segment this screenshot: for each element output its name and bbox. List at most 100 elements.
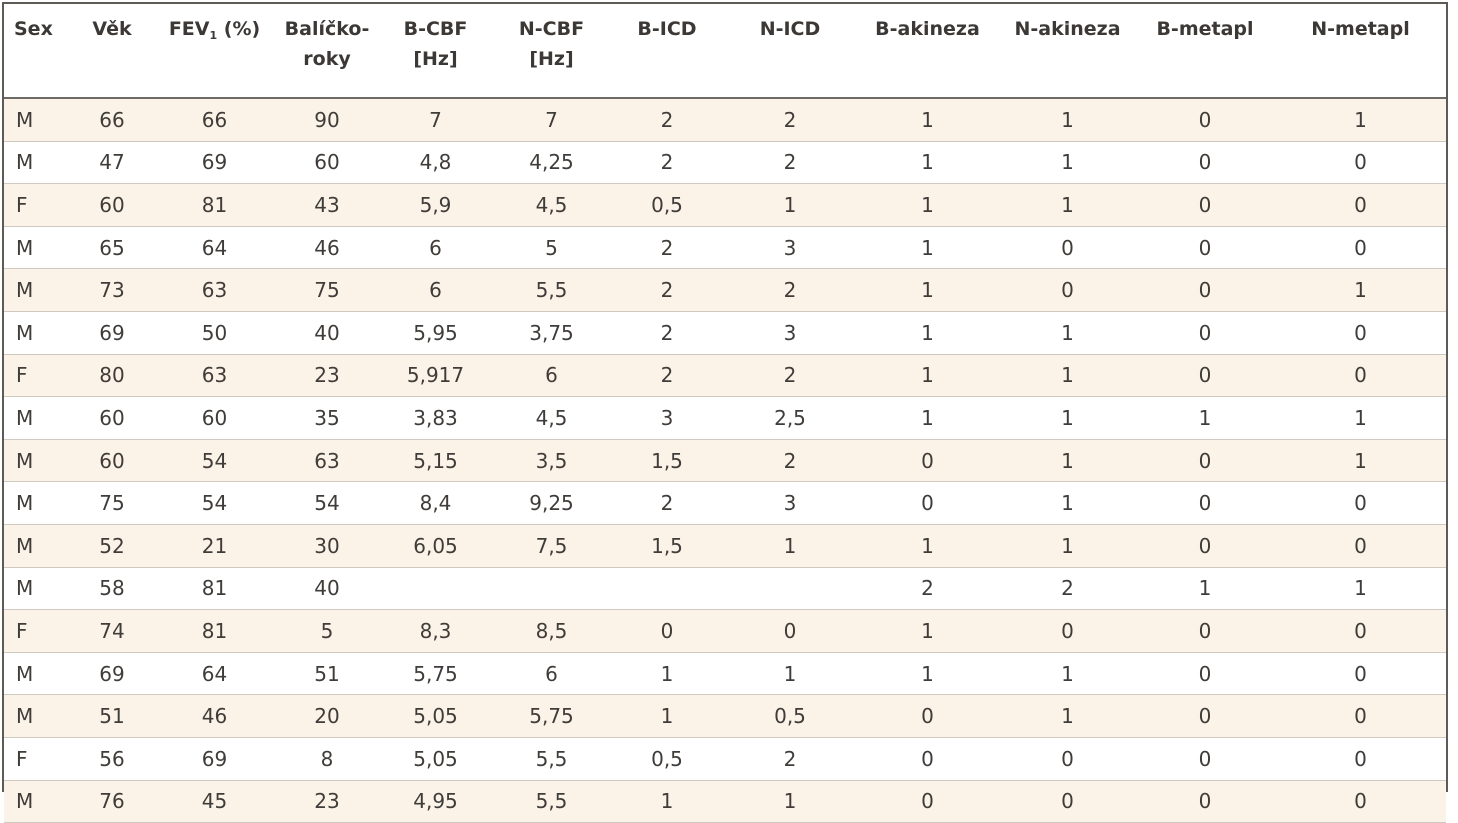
cell-vek: 80 — [72, 354, 152, 398]
cell-b-cbf: 8,4 — [377, 481, 494, 525]
cell-balickoroky: 23 — [277, 354, 377, 398]
cell-n-cbf: 3,75 — [494, 311, 609, 355]
cell-balickoroky: 60 — [277, 141, 377, 185]
cell-b-cbf: 5,9 — [377, 183, 494, 227]
cell-vek: 69 — [72, 652, 152, 696]
cell-b-cbf: 5,917 — [377, 354, 494, 398]
cell-b-icd: 2 — [609, 98, 725, 142]
cell-b-metapl: 0 — [1135, 481, 1275, 525]
cell-b-icd: 0,5 — [609, 737, 725, 781]
header-b-icd: B-ICD — [609, 4, 725, 99]
cell-n-akineza: 1 — [1000, 694, 1135, 738]
cell-b-metapl: 0 — [1135, 98, 1275, 142]
cell-fev1: 45 — [152, 780, 277, 823]
cell-b-cbf: 3,83 — [377, 396, 494, 440]
header-n-cbf-line1: N-CBF — [518, 18, 585, 40]
cell-n-icd: 2 — [725, 439, 855, 483]
cell-n-cbf: 8,5 — [494, 609, 609, 653]
cell-b-akineza: 1 — [855, 311, 1000, 355]
cell-n-akineza: 0 — [1000, 609, 1135, 653]
cell-b-icd: 0,5 — [609, 183, 725, 227]
cell-n-icd: 2 — [725, 354, 855, 398]
cell-balickoroky: 35 — [277, 396, 377, 440]
cell-n-cbf: 7,5 — [494, 524, 609, 568]
cell-n-icd: 2 — [725, 737, 855, 781]
cell-b-icd: 0 — [609, 609, 725, 653]
cell-fev1: 69 — [152, 737, 277, 781]
header-n-cbf-line2: [Hz] — [529, 48, 574, 70]
cell-fev1: 66 — [152, 98, 277, 142]
header-row: Sex Věk FEV1 (%) Balíčko-roky B-CBF [Hz] … — [4, 4, 1446, 99]
header-fev1-text: FEV — [168, 18, 210, 40]
cell-vek: 60 — [72, 439, 152, 483]
cell-sex: M — [4, 98, 72, 142]
cell-n-cbf: 7 — [494, 98, 609, 142]
cell-n-metapl: 0 — [1275, 183, 1446, 227]
cell-fev1: 21 — [152, 524, 277, 568]
cell-n-metapl: 0 — [1275, 694, 1446, 738]
cell-vek: 47 — [72, 141, 152, 185]
cell-n-cbf — [494, 567, 609, 611]
cell-b-metapl: 0 — [1135, 354, 1275, 398]
cell-fev1: 81 — [152, 183, 277, 227]
cell-n-metapl: 0 — [1275, 780, 1446, 823]
cell-balickoroky: 20 — [277, 694, 377, 738]
cell-n-icd: 3 — [725, 481, 855, 525]
cell-sex: F — [4, 183, 72, 227]
cell-n-akineza: 1 — [1000, 98, 1135, 142]
cell-n-cbf: 6 — [494, 354, 609, 398]
header-sex: Sex — [4, 4, 72, 99]
cell-sex: M — [4, 141, 72, 185]
cell-n-akineza: 0 — [1000, 226, 1135, 270]
cell-vek: 74 — [72, 609, 152, 653]
header-b-akineza: B-akineza — [855, 4, 1000, 99]
cell-b-icd: 2 — [609, 481, 725, 525]
cell-n-cbf: 4,5 — [494, 183, 609, 227]
cell-n-cbf: 5,5 — [494, 268, 609, 312]
header-vek: Věk — [72, 4, 152, 99]
cell-n-metapl: 1 — [1275, 567, 1446, 611]
cell-n-metapl: 0 — [1275, 311, 1446, 355]
cell-n-icd: 0 — [725, 609, 855, 653]
cell-vek: 56 — [72, 737, 152, 781]
cell-n-akineza: 1 — [1000, 396, 1135, 440]
cell-n-metapl: 0 — [1275, 354, 1446, 398]
table-row: M 69 50 40 5,95 3,75 2 3 1 1 0 0 — [4, 311, 1446, 355]
header-b-cbf-line2: [Hz] — [413, 48, 458, 70]
cell-sex: M — [4, 226, 72, 270]
cell-n-akineza: 1 — [1000, 311, 1135, 355]
cell-b-icd: 1 — [609, 694, 725, 738]
cell-vek: 51 — [72, 694, 152, 738]
cell-b-icd: 2 — [609, 226, 725, 270]
cell-b-akineza: 1 — [855, 141, 1000, 185]
cell-sex: M — [4, 439, 72, 483]
cell-n-icd: 2 — [725, 268, 855, 312]
cell-b-akineza: 1 — [855, 396, 1000, 440]
cell-n-icd: 1 — [725, 652, 855, 696]
cell-fev1: 46 — [152, 694, 277, 738]
cell-n-metapl: 1 — [1275, 396, 1446, 440]
cell-b-metapl: 1 — [1135, 396, 1275, 440]
cell-n-icd: 1 — [725, 780, 855, 823]
header-b-cbf-line1: B-CBF — [403, 18, 468, 40]
cell-balickoroky: 5 — [277, 609, 377, 653]
cell-b-metapl: 0 — [1135, 780, 1275, 823]
cell-b-akineza: 1 — [855, 354, 1000, 398]
cell-n-icd: 2 — [725, 98, 855, 142]
cell-balickoroky: 90 — [277, 98, 377, 142]
cell-b-icd: 2 — [609, 268, 725, 312]
cell-n-cbf: 3,5 — [494, 439, 609, 483]
cell-n-metapl: 1 — [1275, 439, 1446, 483]
cell-n-akineza: 0 — [1000, 268, 1135, 312]
cell-b-icd — [609, 567, 725, 611]
cell-b-akineza: 0 — [855, 694, 1000, 738]
cell-b-cbf: 5,75 — [377, 652, 494, 696]
header-balickoroky: Balíčko-roky — [277, 4, 377, 99]
cell-b-icd: 1,5 — [609, 439, 725, 483]
cell-n-icd: 3 — [725, 226, 855, 270]
cell-balickoroky: 54 — [277, 481, 377, 525]
table-row: M 76 45 23 4,95 5,5 1 1 0 0 0 0 — [4, 780, 1446, 823]
cell-sex: M — [4, 524, 72, 568]
cell-n-cbf: 5 — [494, 226, 609, 270]
cell-b-cbf — [377, 567, 494, 611]
